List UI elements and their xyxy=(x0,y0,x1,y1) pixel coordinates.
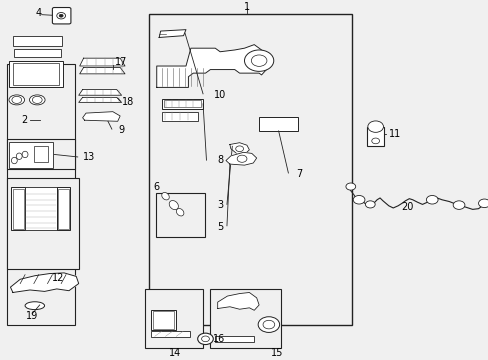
Text: 14: 14 xyxy=(168,348,181,358)
Text: 4: 4 xyxy=(35,8,41,18)
Circle shape xyxy=(352,195,364,204)
Circle shape xyxy=(251,55,266,66)
Circle shape xyxy=(59,14,63,17)
Bar xyxy=(6,139,75,170)
Circle shape xyxy=(452,201,464,210)
Polygon shape xyxy=(82,112,120,121)
Text: 8: 8 xyxy=(217,155,223,165)
Polygon shape xyxy=(80,67,125,74)
Bar xyxy=(14,49,61,57)
Bar xyxy=(13,36,61,46)
Bar xyxy=(151,330,189,337)
Text: 1: 1 xyxy=(244,2,249,12)
Bar xyxy=(149,14,351,325)
Circle shape xyxy=(235,146,243,152)
Ellipse shape xyxy=(162,193,169,200)
Bar xyxy=(11,187,25,230)
Ellipse shape xyxy=(176,208,183,216)
Bar xyxy=(215,336,254,342)
Polygon shape xyxy=(79,90,122,95)
Circle shape xyxy=(244,50,273,71)
Bar xyxy=(9,61,63,87)
Bar xyxy=(57,187,70,230)
Bar xyxy=(34,146,47,162)
Text: 13: 13 xyxy=(83,152,95,162)
Bar xyxy=(210,289,281,348)
FancyBboxPatch shape xyxy=(52,8,71,24)
Text: 10: 10 xyxy=(214,90,226,100)
Polygon shape xyxy=(225,152,256,165)
Bar xyxy=(151,310,176,330)
Polygon shape xyxy=(157,45,266,87)
Text: 5: 5 xyxy=(217,222,223,232)
Ellipse shape xyxy=(16,153,22,159)
Polygon shape xyxy=(217,292,259,310)
Text: 17: 17 xyxy=(115,58,127,67)
Circle shape xyxy=(197,333,213,345)
Text: 3: 3 xyxy=(217,200,223,210)
Bar xyxy=(144,289,203,348)
Polygon shape xyxy=(159,30,185,37)
Text: 2: 2 xyxy=(21,114,27,125)
Bar xyxy=(156,193,204,237)
Ellipse shape xyxy=(169,201,178,210)
Text: 9: 9 xyxy=(118,125,124,135)
Circle shape xyxy=(32,96,42,103)
Text: 12: 12 xyxy=(52,273,64,283)
Ellipse shape xyxy=(11,157,17,164)
Bar xyxy=(6,64,75,325)
Bar xyxy=(153,311,174,329)
Bar xyxy=(259,117,298,131)
Ellipse shape xyxy=(29,95,45,105)
Circle shape xyxy=(365,201,374,208)
Bar xyxy=(6,178,79,269)
Bar xyxy=(58,189,69,229)
Circle shape xyxy=(12,96,21,103)
Circle shape xyxy=(263,320,274,329)
Bar xyxy=(13,189,23,229)
Bar xyxy=(163,100,200,107)
Bar xyxy=(13,63,59,85)
Text: 20: 20 xyxy=(401,202,413,212)
Bar xyxy=(366,127,384,146)
Polygon shape xyxy=(229,143,249,155)
Text: 7: 7 xyxy=(295,169,302,179)
Polygon shape xyxy=(10,273,79,292)
Ellipse shape xyxy=(22,151,28,158)
Text: 16: 16 xyxy=(212,334,224,344)
Text: 19: 19 xyxy=(26,311,39,321)
Bar xyxy=(25,187,57,230)
Text: 18: 18 xyxy=(122,98,134,107)
Polygon shape xyxy=(80,58,125,66)
Text: 11: 11 xyxy=(388,130,400,139)
Circle shape xyxy=(371,138,379,144)
Bar xyxy=(161,112,198,121)
Circle shape xyxy=(237,155,246,162)
Text: 6: 6 xyxy=(153,182,160,192)
Circle shape xyxy=(57,13,65,19)
Circle shape xyxy=(345,183,355,190)
Bar xyxy=(161,99,203,109)
Circle shape xyxy=(367,121,383,132)
Ellipse shape xyxy=(9,95,24,105)
Ellipse shape xyxy=(25,302,44,310)
Polygon shape xyxy=(79,98,122,102)
Circle shape xyxy=(426,195,437,204)
Text: 15: 15 xyxy=(270,348,283,358)
Circle shape xyxy=(258,317,279,332)
Circle shape xyxy=(478,199,488,208)
Circle shape xyxy=(201,336,209,342)
Bar xyxy=(9,142,53,168)
